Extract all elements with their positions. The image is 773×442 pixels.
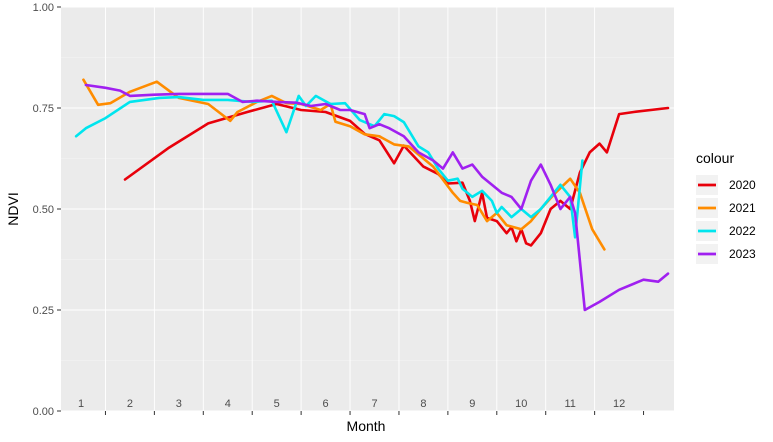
y-axis: 0.00 0.25 0.50 0.75 1.00 (33, 2, 61, 418)
series-line-2020 (123, 102, 670, 247)
legend-title: colour (696, 150, 734, 166)
month-label: 4 (225, 398, 231, 410)
minor-gridlines (61, 57, 674, 361)
month-label: 1 (78, 398, 84, 410)
y-tick-label: 0.50 (33, 204, 54, 216)
month-label: 3 (176, 398, 182, 410)
y-tick-label: 0.00 (33, 406, 54, 418)
legend-label-2020: 2020 (729, 178, 756, 192)
month-labels: 1 2 3 4 5 6 7 8 9 10 11 12 (78, 398, 625, 410)
series-line-2022 (74, 94, 584, 239)
month-label: 5 (274, 398, 280, 410)
month-label: 10 (515, 398, 527, 410)
month-label: 9 (469, 398, 475, 410)
month-label: 6 (323, 398, 329, 410)
legend-label-2021: 2021 (729, 201, 756, 215)
legend-label-2022: 2022 (729, 224, 756, 238)
series-line-2021 (82, 78, 606, 251)
x-axis-title: Month (347, 418, 386, 434)
legend-label-2023: 2023 (729, 247, 756, 261)
y-tick-label: 0.25 (33, 305, 54, 317)
major-gridlines (61, 6, 674, 412)
legend: colour 2020 2021 2022 2023 (696, 150, 756, 264)
y-tick-label: 1.00 (33, 2, 54, 14)
month-label: 12 (613, 398, 625, 410)
series-line-2023 (84, 83, 670, 312)
series-lines (74, 78, 670, 312)
month-label: 11 (564, 398, 575, 410)
y-axis-title: NDVI (5, 192, 21, 225)
x-axis (104, 411, 645, 415)
month-label: 8 (420, 398, 426, 410)
y-tick-label: 0.75 (33, 103, 54, 115)
month-label: 2 (127, 398, 133, 410)
month-label: 7 (371, 398, 377, 410)
